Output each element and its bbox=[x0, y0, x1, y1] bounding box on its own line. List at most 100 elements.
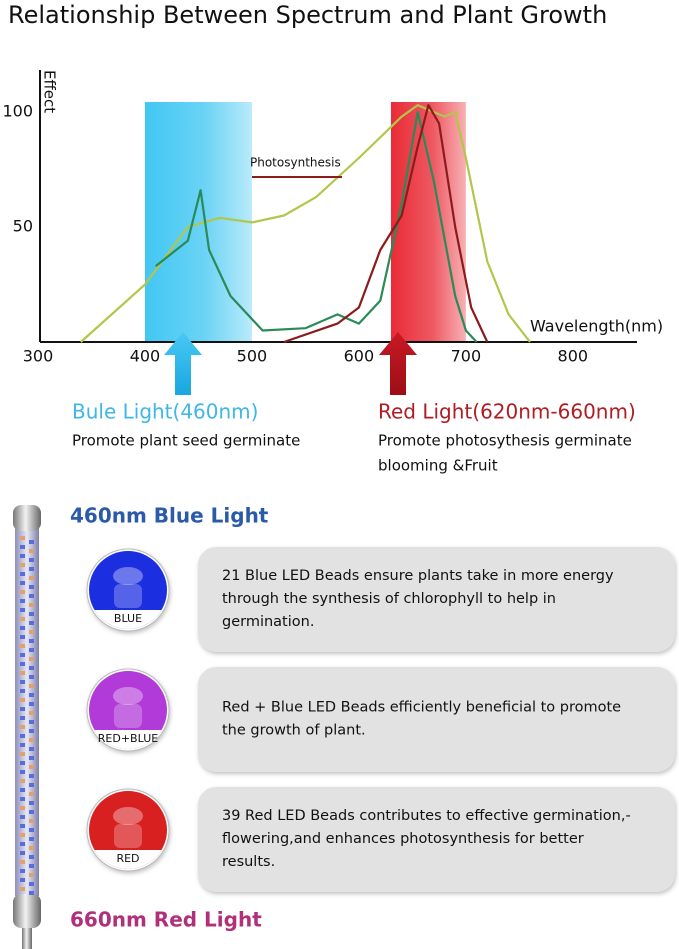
led-bead bbox=[29, 639, 34, 643]
led-bead bbox=[29, 828, 34, 832]
led-bead bbox=[20, 851, 25, 855]
title: Relationship Between Spectrum and Plant … bbox=[8, 1, 607, 29]
led-bead bbox=[29, 702, 34, 706]
led-bead bbox=[29, 837, 34, 841]
x-tick-label: 800 bbox=[558, 347, 589, 366]
info-text: the growth of plant. bbox=[222, 723, 366, 739]
y-tick-label: 100 bbox=[2, 102, 33, 121]
led-bead bbox=[20, 662, 25, 666]
callout-text: blooming &Fruit bbox=[378, 457, 498, 475]
mode-icon-fill bbox=[89, 551, 167, 629]
led-bead bbox=[29, 558, 34, 562]
led-bead bbox=[20, 590, 25, 594]
blue-arrow bbox=[164, 332, 202, 395]
led-bead bbox=[20, 770, 25, 774]
led-bead bbox=[29, 603, 34, 607]
modes: 21 Blue LED Beads ensure plants take in … bbox=[86, 547, 675, 892]
led-bead bbox=[20, 626, 25, 630]
pot bbox=[114, 584, 142, 608]
led-bead bbox=[20, 806, 25, 810]
info-card bbox=[198, 667, 675, 772]
info-text: 21 Blue LED Beads ensure plants take in … bbox=[222, 568, 614, 584]
led-bead bbox=[29, 756, 34, 760]
led-bead bbox=[29, 810, 34, 814]
led-bead bbox=[20, 680, 25, 684]
led-bead bbox=[20, 734, 25, 738]
x-tick-label: 400 bbox=[130, 347, 161, 366]
lamp-cap bbox=[13, 894, 41, 928]
led-bead bbox=[20, 752, 25, 756]
lamp-cap bbox=[13, 505, 41, 531]
led-bead bbox=[20, 644, 25, 648]
led-bead bbox=[29, 576, 34, 580]
led-bead bbox=[29, 711, 34, 715]
x-axis-label: Wavelength(nm) bbox=[530, 317, 663, 336]
info-card bbox=[198, 547, 675, 652]
lamp bbox=[13, 505, 41, 949]
led-bead bbox=[29, 675, 34, 679]
callout-title: Bule Light(460nm) bbox=[72, 400, 258, 424]
led-bead bbox=[20, 725, 25, 729]
led-bead bbox=[29, 612, 34, 616]
x-tick-label: 700 bbox=[451, 347, 482, 366]
plant bbox=[113, 687, 143, 705]
led-bead bbox=[20, 536, 25, 540]
info-card bbox=[198, 787, 675, 892]
led-bead bbox=[20, 860, 25, 864]
mode-icon-fill bbox=[89, 671, 167, 749]
led-bead bbox=[29, 666, 34, 670]
led-bead bbox=[29, 774, 34, 778]
led-bead bbox=[29, 882, 34, 886]
lamp-tube bbox=[15, 528, 39, 896]
info-text: 39 Red LED Beads contributes to effectiv… bbox=[222, 808, 631, 824]
led-bead bbox=[20, 833, 25, 837]
x-tick-label: 600 bbox=[344, 347, 375, 366]
curve bbox=[155, 110, 478, 343]
led-bead bbox=[20, 815, 25, 819]
pot bbox=[114, 824, 142, 848]
led-bead bbox=[29, 801, 34, 805]
plant bbox=[113, 807, 143, 825]
y-tick-label: 50 bbox=[13, 217, 33, 236]
info-text: through the synthesis of chlorophyll to … bbox=[222, 591, 556, 607]
led-bead bbox=[20, 887, 25, 891]
led-bead bbox=[20, 608, 25, 612]
top-label: 460nm Blue Light bbox=[70, 504, 269, 528]
led-bead bbox=[29, 585, 34, 589]
led-bead bbox=[29, 792, 34, 796]
lamp-cable bbox=[22, 928, 32, 949]
led-bead bbox=[20, 671, 25, 675]
led-bead bbox=[29, 549, 34, 553]
led-bead bbox=[20, 698, 25, 702]
led-bead bbox=[20, 617, 25, 621]
led-bead bbox=[20, 878, 25, 882]
callout-title: Red Light(620nm-660nm) bbox=[378, 400, 636, 424]
mode-label: BLUE bbox=[114, 612, 142, 625]
led-bead bbox=[29, 846, 34, 850]
led-bead bbox=[29, 891, 34, 895]
led-bead bbox=[20, 707, 25, 711]
led-bead bbox=[20, 869, 25, 873]
led-bead bbox=[29, 765, 34, 769]
callout-text: Promote photosythesis germinate bbox=[378, 432, 632, 450]
x-tick-label: 500 bbox=[237, 347, 268, 366]
curve bbox=[283, 104, 489, 344]
led-bead bbox=[20, 689, 25, 693]
x-tick-label: 300 bbox=[23, 347, 54, 366]
info-text: results. bbox=[222, 854, 275, 870]
red-arrow bbox=[379, 332, 417, 395]
led-bead bbox=[20, 545, 25, 549]
led-bead bbox=[29, 783, 34, 787]
led-bead bbox=[20, 761, 25, 765]
led-bead bbox=[20, 599, 25, 603]
plant bbox=[113, 567, 143, 585]
led-bead bbox=[29, 738, 34, 742]
info-text: Red + Blue LED Beads efficiently benefic… bbox=[222, 700, 621, 716]
led-bead bbox=[20, 743, 25, 747]
callout-text: Promote plant seed germinate bbox=[72, 432, 300, 450]
led-bead bbox=[20, 824, 25, 828]
led-bead bbox=[29, 693, 34, 697]
led-bead bbox=[29, 540, 34, 544]
led-bead bbox=[29, 873, 34, 877]
